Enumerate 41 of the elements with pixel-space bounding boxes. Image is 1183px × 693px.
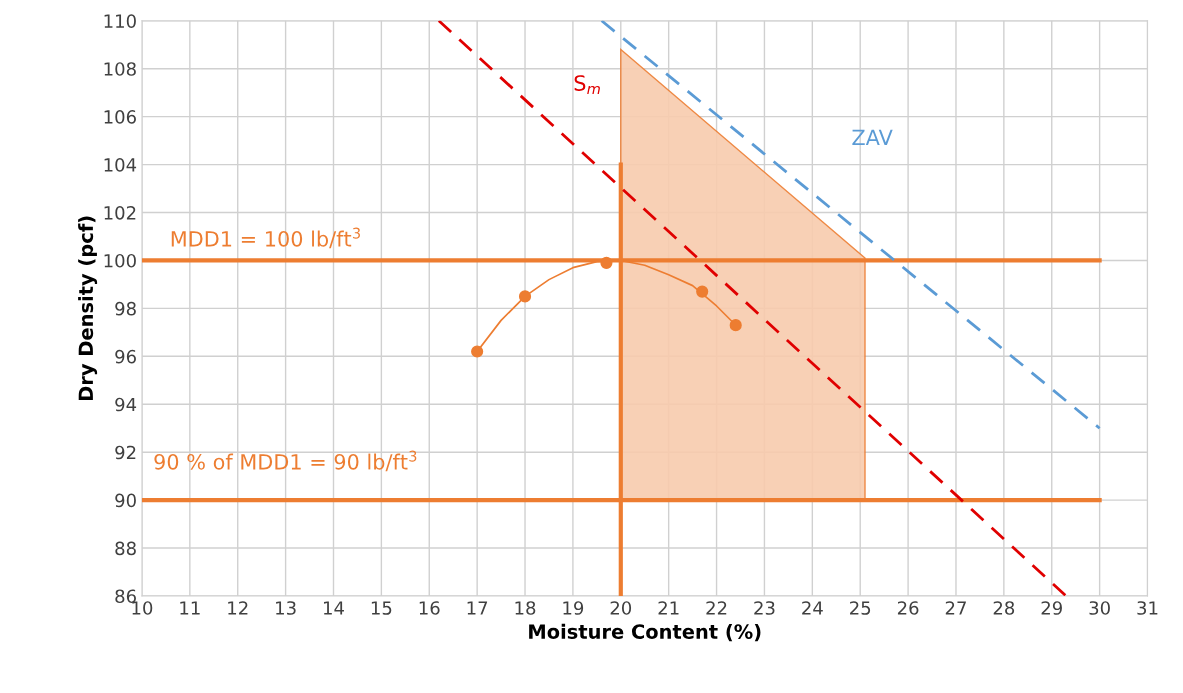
series-label: S$_{m}$ <box>574 75 600 95</box>
x-tick-label: 14 <box>323 601 344 615</box>
y-tick-label: 100 <box>104 253 136 268</box>
y-tick-label: 104 <box>104 158 137 172</box>
y-tick-label: 88 <box>115 541 136 556</box>
x-tick-label: 15 <box>371 601 392 615</box>
x-tick-label: 28 <box>993 601 1015 615</box>
y-tick-label: 98 <box>115 301 136 316</box>
x-tick-label: 30 <box>1089 601 1110 615</box>
x-tick-label: 10 <box>132 601 153 615</box>
x-tick-label: 24 <box>802 601 823 615</box>
y-tick-label: 102 <box>104 205 136 220</box>
y-tick-label: 108 <box>104 62 136 76</box>
series-label: 90 % of MDD1 = 90 lb/ft$^{3}$ <box>154 450 417 472</box>
y-axis-title: Dry Density (pcf) <box>78 216 98 401</box>
x-tick-label: 16 <box>419 601 440 615</box>
x-tick-label: 21 <box>658 601 679 615</box>
y-tick-label: 92 <box>115 445 136 460</box>
y-tick-label: 90 <box>115 493 136 508</box>
x-tick-label: 22 <box>706 601 727 615</box>
y-tick-label: 110 <box>104 14 136 28</box>
x-tick-label: 19 <box>563 601 584 615</box>
y-tick-label: 94 <box>115 397 137 412</box>
x-tick-label: 27 <box>945 601 966 615</box>
x-tick-label: 18 <box>515 601 536 615</box>
x-tick-label: 26 <box>897 601 919 615</box>
x-tick-label: 11 <box>180 601 200 615</box>
x-tick-label: 23 <box>754 601 775 615</box>
x-tick-label: 29 <box>1041 601 1062 615</box>
x-tick-label: 31 <box>1137 601 1158 615</box>
y-tick-label: 86 <box>115 589 136 604</box>
x-tick-label: 17 <box>467 601 488 615</box>
x-tick-label: 12 <box>228 601 248 615</box>
x-tick-label: 20 <box>610 601 632 615</box>
y-tick-label: 96 <box>115 349 136 364</box>
series-label: MDD1 = 100 lb/ft$^{3}$ <box>171 227 360 249</box>
y-tick-label: 106 <box>104 110 136 124</box>
x-tick-label: 13 <box>276 601 296 615</box>
text: ZAV <box>852 129 893 145</box>
x-axis-title: Moisture Content (%) <box>529 623 761 642</box>
x-tick-label: 25 <box>850 601 871 615</box>
